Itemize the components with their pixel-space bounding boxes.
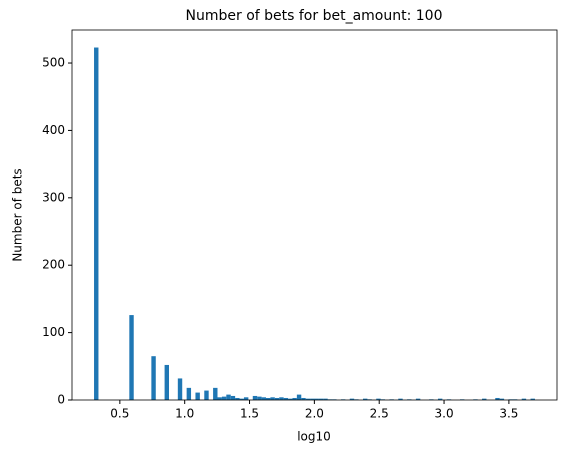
bar [151,356,156,400]
bar [437,398,443,400]
bar [363,398,368,400]
bar [213,387,218,400]
bar [292,397,297,400]
y-tick-label: 200 [42,258,65,272]
bar [226,394,231,400]
chart-title: Number of bets for bet_amount: 100 [186,8,443,24]
bar [314,398,319,400]
bar [305,398,311,400]
bar [243,397,249,400]
bar [349,398,355,400]
bar [239,398,244,400]
bar [376,398,381,400]
bar [288,398,293,400]
bar [521,398,527,400]
y-tick-label: 300 [42,190,65,204]
y-tick-label: 500 [42,56,65,70]
bar [530,398,535,400]
plot-frame [71,29,558,401]
x-tick-label: 3.5 [499,407,518,421]
bar [261,397,266,400]
x-tick-label: 2.5 [370,407,389,421]
x-tick-label: 1.0 [175,407,194,421]
bar [274,397,280,400]
bar [221,396,227,400]
bar [217,397,222,400]
bar [230,395,236,400]
bar [495,397,500,400]
bar [323,398,328,400]
bar [164,364,169,400]
bar [279,397,284,400]
bar [270,397,275,400]
bar [252,395,258,400]
bar [94,47,99,401]
y-tick-label: 100 [42,325,65,339]
bar [318,398,324,400]
bar [129,315,134,400]
bar [398,398,403,400]
x-tick-label: 3.0 [435,407,454,421]
y-axis-label: Number of bets [11,168,25,261]
bar [482,398,487,400]
bar [283,397,289,400]
bar [301,397,306,400]
bar [257,396,262,400]
bar [186,387,192,400]
bar [310,398,315,400]
bar [204,390,209,400]
bar [266,397,271,400]
bar [177,378,183,400]
y-tick-label: 400 [42,123,65,137]
x-tick-label: 1.5 [240,407,259,421]
bar [235,397,240,400]
x-axis-label: log10 [297,430,331,444]
x-tick-label: 2.0 [305,407,324,421]
bar [415,398,421,400]
bar [296,394,302,400]
bar [499,398,505,400]
x-tick-label: 0.5 [110,407,129,421]
y-tick-label: 0 [57,393,65,407]
bar [195,392,200,400]
